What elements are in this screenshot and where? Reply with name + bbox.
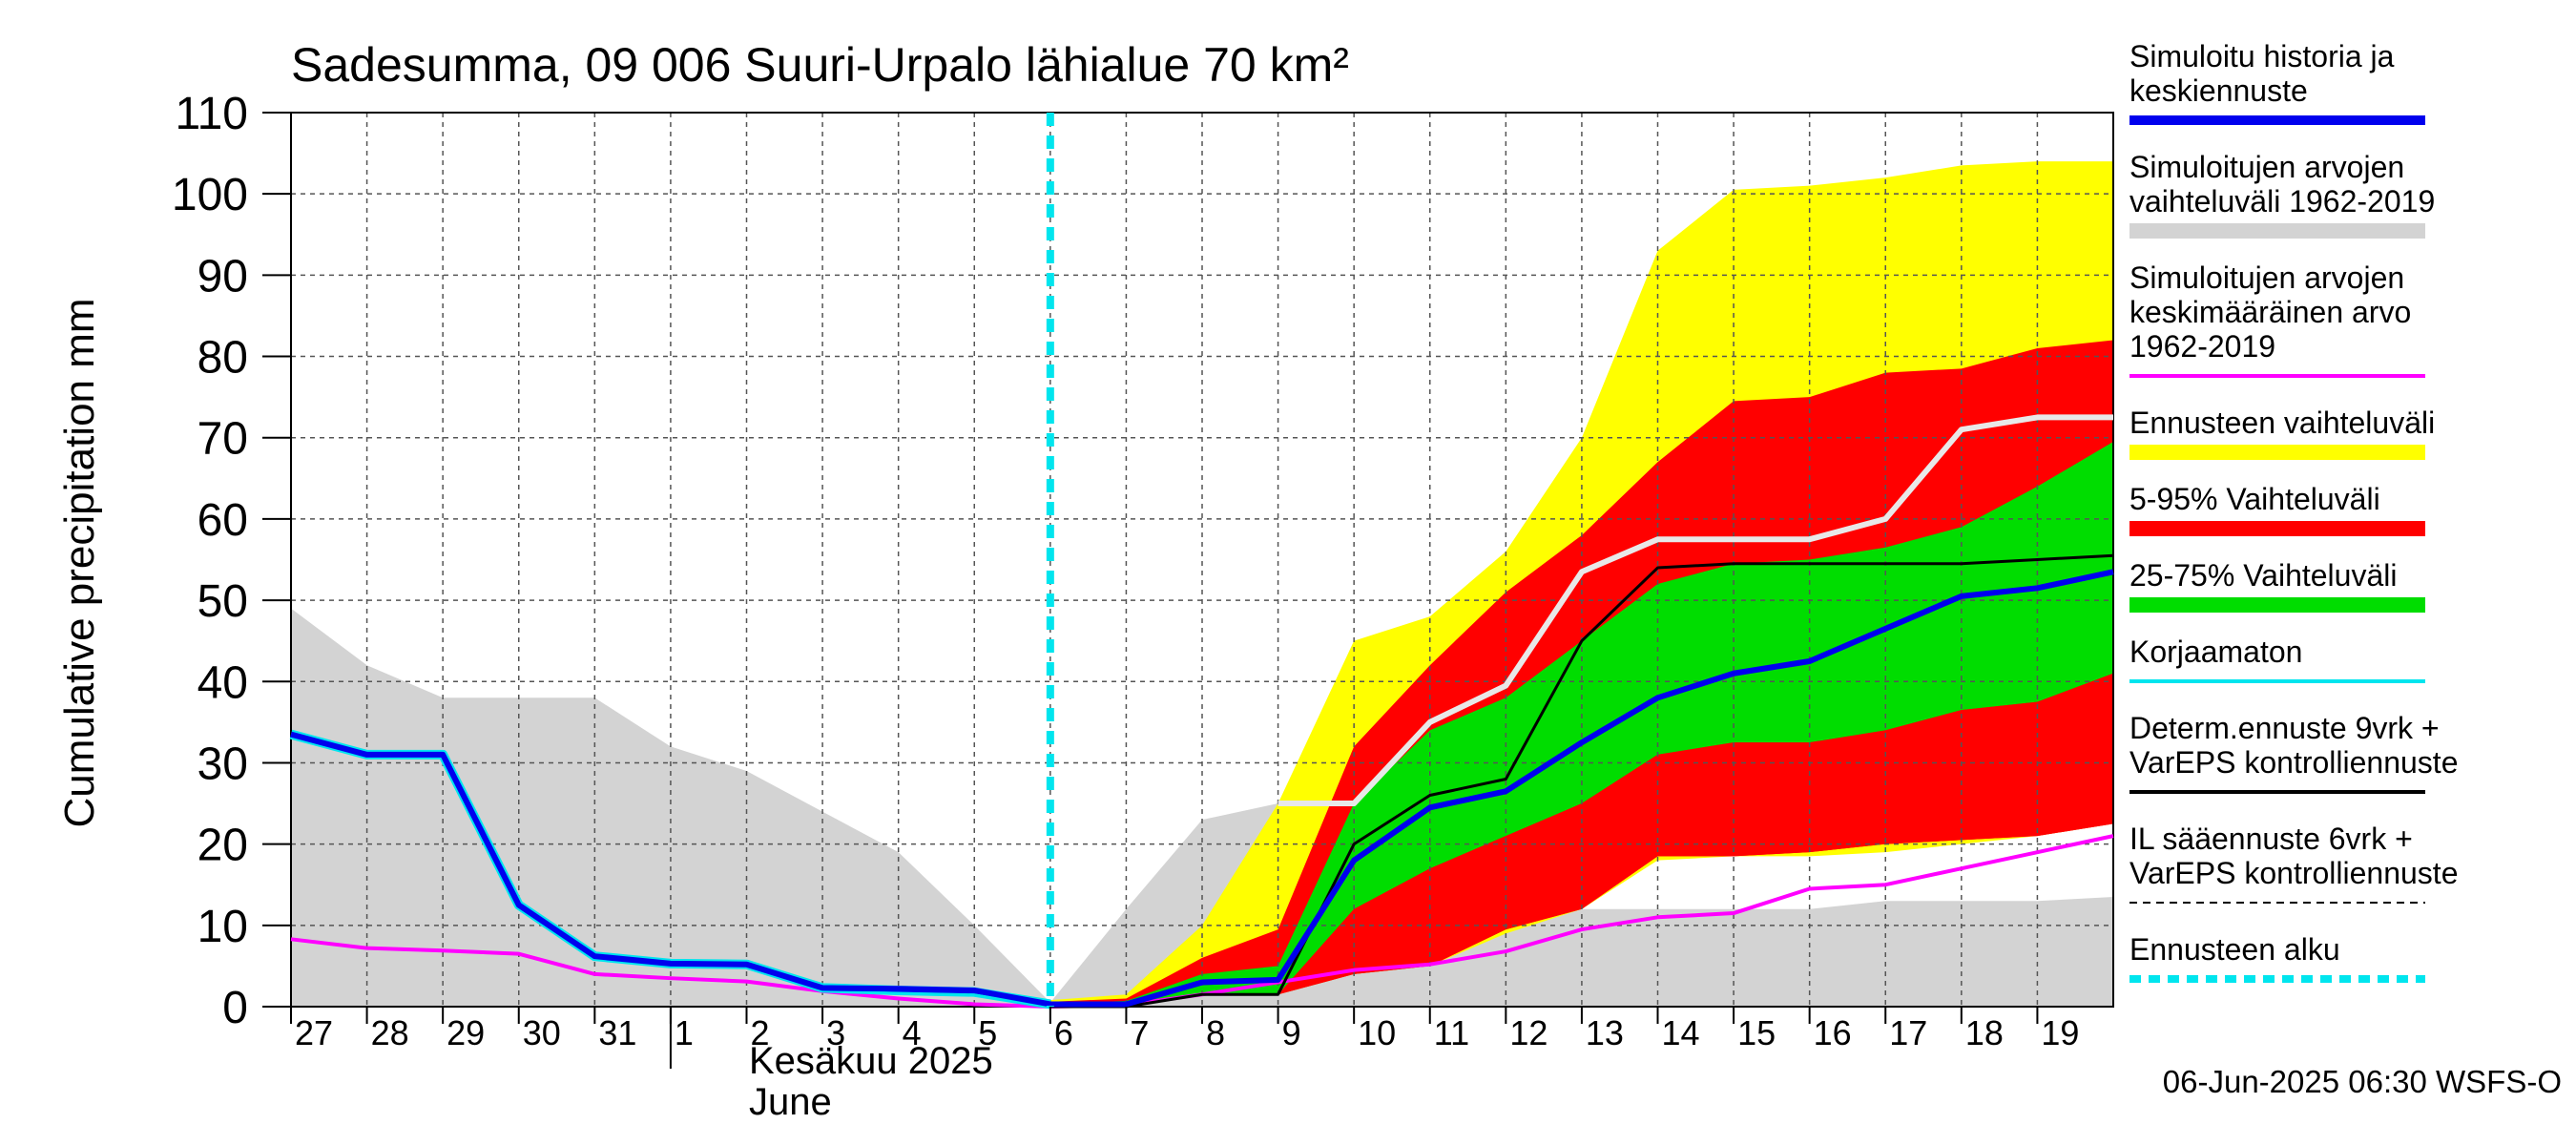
legend-swatch [2129,445,2425,460]
footer-timestamp: 06-Jun-2025 06:30 WSFS-O [2163,1064,2562,1099]
x-tick-label: 6 [1054,1013,1073,1052]
y-tick-label: 0 [222,983,248,1033]
x-tick-label: 11 [1434,1013,1469,1052]
x-tick-label: 10 [1358,1013,1396,1052]
y-tick-label: 20 [197,821,248,871]
legend-label: VarEPS kontrolliennuste [2129,856,2458,890]
legend-label: Simuloitu historia ja [2129,39,2395,73]
x-tick-label: 4 [903,1013,922,1052]
y-tick-label: 10 [197,902,248,952]
x-tick-label: 19 [2041,1013,2079,1052]
legend-label: Ennusteen alku [2129,932,2340,967]
x-tick-label: 5 [978,1013,997,1052]
y-tick-label: 90 [197,251,248,302]
y-tick-label: 70 [197,414,248,465]
legend-swatch [2129,597,2425,613]
x-tick-label: 15 [1737,1013,1776,1052]
legend-label: Determ.ennuste 9vrk + [2129,711,2440,745]
legend-label: VarEPS kontrolliennuste [2129,745,2458,780]
legend-label: Simuloitujen arvojen [2129,150,2404,184]
x-axis-month-label: Kesäkuu 2025 [749,1040,993,1082]
series-simulated-line [290,569,2114,1008]
x-tick-label: 31 [598,1013,636,1052]
x-tick-label: 3 [826,1013,845,1052]
x-tick-label: 9 [1282,1013,1301,1052]
x-axis-month-label-english: June [749,1081,832,1123]
x-tick-label: 12 [1509,1013,1548,1052]
x-tick-label: 27 [295,1013,333,1052]
series-deterministic-line [1049,553,2114,1009]
x-tick-label: 7 [1130,1013,1149,1052]
chart-title: Sadesumma, 09 006 Suuri-Urpalo lähialue … [291,38,1349,92]
x-tick-label: 1 [675,1013,694,1052]
y-tick-label: 30 [197,739,248,789]
legend-label: 5-95% Vaihteluväli [2129,482,2380,516]
plot-lines [289,113,2114,1010]
legend-label: Simuloitujen arvojen [2129,260,2404,295]
x-tick-label: 16 [1814,1013,1852,1052]
y-axis-label: Cumulative precipitation mm [56,298,103,827]
y-tick-label: 80 [197,333,248,384]
legend-label: 1962-2019 [2129,329,2275,364]
legend-label: vaihteluväli 1962-2019 [2129,184,2435,219]
legend-label: Korjaamaton [2129,635,2302,669]
y-tick-label: 100 [172,170,248,220]
y-axis-ticks: 0 10 20 30 40 50 60 70 80 90 100 110 [172,89,291,1033]
legend-label: keskimääräinen arvo [2129,295,2411,329]
x-tick-label: 18 [1965,1013,2004,1052]
x-tick-label: 2 [751,1013,770,1052]
x-tick-label: 8 [1206,1013,1225,1052]
y-tick-label: 50 [197,576,248,627]
legend-label: 25-75% Vaihteluväli [2129,558,2397,593]
x-tick-label: 29 [447,1013,485,1052]
legend-label: IL sääennuste 6vrk + [2129,822,2413,856]
y-tick-label: 110 [175,89,248,139]
x-tick-label: 13 [1586,1013,1624,1052]
y-tick-label: 40 [197,657,248,708]
legend-label: Ennusteen vaihteluväli [2129,406,2435,440]
legend-label: keskiennuste [2129,73,2308,108]
y-tick-label: 60 [197,495,248,546]
x-tick-label: 17 [1889,1013,1927,1052]
x-tick-label: 14 [1662,1013,1700,1052]
x-tick-label: 30 [523,1013,561,1052]
legend-swatch [2129,521,2425,536]
legend-swatch [2129,223,2425,239]
series-median-line-line [1278,414,2113,807]
x-tick-label: 28 [371,1013,409,1052]
x-axis-ticks: 27 28 29 30 31 1 2 3 4 5 6 7 8 9 10 11 12 13 14 15 16 17 18 19 [290,1007,2079,1069]
